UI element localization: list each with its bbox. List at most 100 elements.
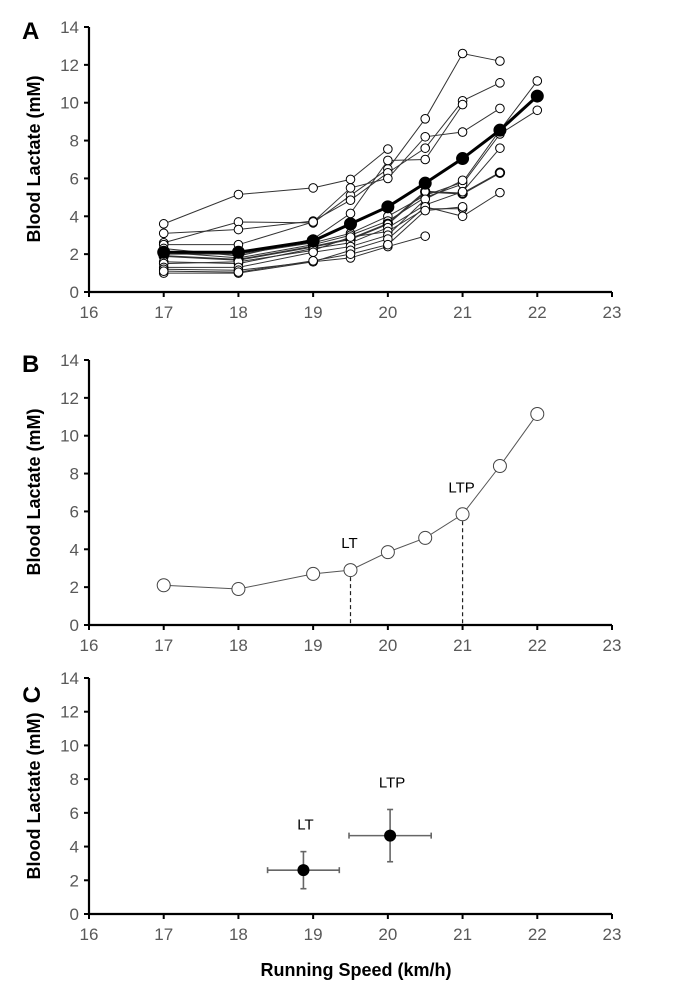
point-ltp: LTP [348,774,432,863]
series-line [163,147,501,265]
y-tick-label: 6 [70,502,79,521]
data-point [530,89,544,103]
y-tick-label: 6 [70,804,79,823]
series-line [163,235,426,274]
y-tick-label: 10 [60,736,79,755]
x-tick-label: 22 [528,636,547,655]
x-tick-label: 17 [154,636,173,655]
y-axis-title-c: Blood Lactate (mM) [24,712,44,879]
data-point [495,187,505,198]
panel-a: A Blood Lactate (mM) 0 2 4 6 8 10 12 14 16 17 18 19… [22,18,621,322]
x-tick-label: 16 [80,636,99,655]
data-point [494,167,506,178]
data-point [530,406,545,421]
series-subject-4 [158,103,505,250]
data-point [493,123,507,137]
series-example-subject [156,406,545,597]
annotation-lt: LT [297,817,313,834]
x-tick-label: 21 [453,925,472,944]
data-point [297,864,310,877]
data-point [158,228,169,239]
data-point [383,144,393,154]
y-axis-title-a: Blood Lactate (mM) [24,75,44,242]
y-tick-label: 0 [70,283,79,302]
data-point [343,563,358,578]
data-point [308,255,318,266]
data-point [457,48,468,59]
data-point [456,152,470,166]
data-point [495,143,505,153]
series-line [163,413,538,590]
x-tick-label: 18 [229,636,248,655]
data-point [495,78,505,88]
data-point [457,211,468,222]
panel-b: B Blood Lactate (mM) 0 2 4 6 8 10 12 14 16 17 18 19… [22,351,621,655]
x-tick-label: 19 [304,925,323,944]
x-tick-label: 23 [603,925,622,944]
data-point [457,202,468,212]
series-line [163,52,501,244]
y-tick-label: 6 [70,169,79,188]
data-point [306,566,321,581]
data-point [345,208,356,219]
data-point [308,183,318,193]
y-tick-label: 12 [60,389,79,408]
data-point [532,76,543,86]
series-line [163,104,463,257]
x-axis-title: Running Speed (km/h) [261,960,452,980]
y-tick-label: 0 [70,616,79,635]
series-line [163,82,501,234]
y-tick-label: 14 [60,669,79,688]
x-tick-label: 18 [229,303,248,322]
data-point [495,103,505,114]
y-tick-label: 12 [60,56,79,75]
data-point [420,205,431,216]
data-point [233,189,244,200]
y-tick-label: 10 [60,427,79,446]
data-point [231,245,245,259]
series-line [163,107,501,246]
data-point [495,56,505,66]
data-point [308,247,318,258]
y-tick-label: 2 [70,245,79,264]
data-point [457,127,468,137]
x-tick-label: 19 [304,636,323,655]
point-lt: LT [266,817,341,890]
y-tick-label: 2 [70,871,79,890]
data-point [420,231,431,241]
data-point [532,105,543,116]
x-tick-label: 19 [304,303,323,322]
x-tick-label: 16 [80,303,99,322]
x-tick-label: 20 [378,925,397,944]
annotation-lt: LT [341,535,357,552]
x-tick-label: 23 [603,636,622,655]
data-point [492,459,507,473]
y-tick-label: 14 [60,351,79,370]
x-tick-label: 20 [378,636,397,655]
panel-c: C Blood Lactate (mM) 0 2 4 6 8 10 12 14 16 17 18 19… [19,669,621,944]
x-tick-label: 22 [528,925,547,944]
x-tick-label: 22 [528,303,547,322]
data-point [380,545,395,560]
data-point [344,217,357,231]
data-point [156,578,171,593]
data-point [345,195,356,205]
data-point [233,224,244,235]
y-tick-label: 8 [70,132,79,151]
x-tick-label: 17 [154,303,173,322]
data-point [418,176,432,190]
data-point [308,217,318,227]
series-subject-14 [158,202,468,277]
y-tick-label: 8 [70,770,79,789]
data-point [383,155,393,166]
data-point [383,173,393,184]
data-point [457,186,468,197]
x-tick-label: 16 [80,925,99,944]
x-tick-label: 20 [378,303,397,322]
data-point [420,154,431,165]
y-tick-label: 4 [70,207,79,226]
y-tick-label: 4 [70,540,79,559]
data-point [381,200,395,214]
y-tick-label: 2 [70,578,79,597]
